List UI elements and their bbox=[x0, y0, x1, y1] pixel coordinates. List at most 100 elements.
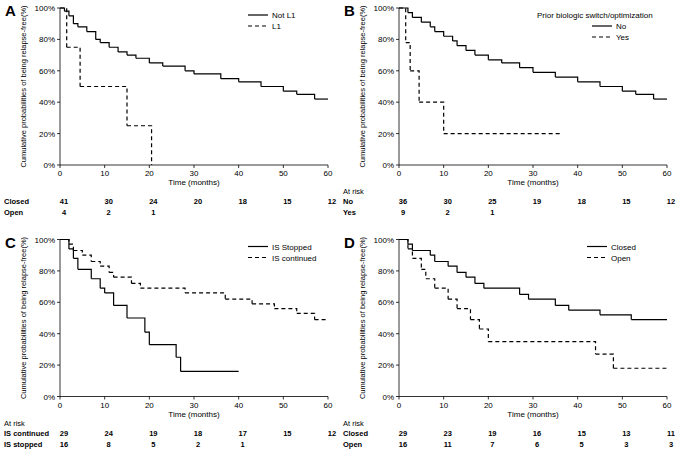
x-axis-label: Time (months) bbox=[168, 178, 220, 187]
at-risk-count: 18 bbox=[577, 197, 585, 206]
y-tick-label: 60% bbox=[378, 67, 394, 76]
y-tick-label: 20% bbox=[378, 361, 394, 370]
survival-step bbox=[105, 293, 114, 306]
y-tick-label: 0% bbox=[382, 393, 394, 402]
at-risk-count: 15 bbox=[622, 197, 630, 206]
survival-step bbox=[457, 272, 466, 277]
survival-step bbox=[194, 74, 221, 79]
x-tick-label: 60 bbox=[663, 401, 672, 410]
survival-step bbox=[181, 371, 239, 372]
survival-step bbox=[100, 288, 104, 293]
x-tick bbox=[194, 397, 195, 400]
x-tick bbox=[399, 397, 400, 400]
x-tick-label: 40 bbox=[234, 169, 243, 178]
x-tick bbox=[533, 397, 534, 400]
survival-step bbox=[457, 46, 466, 51]
survival-step bbox=[412, 258, 421, 269]
at-risk-count: 17 bbox=[238, 429, 246, 438]
survival-step bbox=[475, 283, 484, 288]
legend-label: IS continued bbox=[272, 254, 316, 263]
plot-area bbox=[399, 240, 667, 369]
at-risk-count: 8 bbox=[107, 440, 111, 449]
x-tick bbox=[238, 397, 239, 400]
y-tick-label: 100% bbox=[374, 236, 394, 245]
at-risk-count: 19 bbox=[149, 429, 157, 438]
y-axis-label: Cumulative probabilities of being relaps… bbox=[358, 5, 367, 168]
survival-step bbox=[69, 16, 73, 24]
at-risk-count: 6 bbox=[535, 440, 539, 449]
survival-step bbox=[149, 345, 176, 358]
survival-step bbox=[430, 27, 434, 32]
y-tick-label: 100% bbox=[35, 4, 55, 13]
survival-step bbox=[613, 368, 667, 369]
survival-step bbox=[470, 320, 479, 329]
x-tick bbox=[533, 165, 534, 168]
x-tick-label: 30 bbox=[529, 169, 538, 178]
y-tick bbox=[396, 396, 399, 397]
at-risk-row-label: IS continued bbox=[4, 429, 49, 438]
survival-step bbox=[127, 318, 145, 332]
survival-step bbox=[140, 288, 185, 293]
at-risk-count: 1 bbox=[151, 208, 155, 217]
at-risk-count: 15 bbox=[577, 429, 585, 438]
survival-step bbox=[87, 32, 96, 40]
legend-key bbox=[587, 246, 607, 247]
y-tick bbox=[396, 102, 399, 103]
at-risk-row-label: Closed bbox=[4, 197, 29, 206]
survival-step bbox=[109, 272, 113, 277]
survival-step bbox=[520, 294, 529, 299]
x-tick bbox=[238, 165, 239, 168]
x-tick-label: 40 bbox=[234, 401, 243, 410]
survival-step bbox=[426, 279, 435, 288]
survival-step bbox=[631, 319, 667, 320]
x-tick bbox=[577, 397, 578, 400]
y-tick bbox=[57, 133, 60, 134]
x-tick-label: 50 bbox=[279, 401, 288, 410]
x-tick bbox=[488, 165, 489, 168]
at-risk-count: 2 bbox=[196, 440, 200, 449]
x-tick bbox=[104, 397, 105, 400]
at-risk-count: 2 bbox=[107, 208, 111, 217]
x-tick-label: 10 bbox=[439, 401, 448, 410]
x-tick-label: 30 bbox=[529, 401, 538, 410]
at-risk-count: 15 bbox=[283, 197, 291, 206]
at-risk-count: 12 bbox=[328, 429, 336, 438]
at-risk-count: 19 bbox=[488, 429, 496, 438]
x-tick-label: 50 bbox=[279, 169, 288, 178]
survival-step bbox=[163, 66, 185, 71]
at-risk-count: 41 bbox=[60, 197, 68, 206]
at-risk-count: 25 bbox=[488, 197, 496, 206]
y-tick-label: 0% bbox=[43, 393, 55, 402]
x-tick bbox=[60, 397, 61, 400]
y-tick-label: 60% bbox=[39, 67, 55, 76]
at-risk-count: 1 bbox=[490, 208, 494, 217]
y-tick-label: 40% bbox=[39, 330, 55, 339]
survival-step bbox=[636, 94, 654, 99]
survival-step bbox=[488, 60, 501, 63]
survival-step bbox=[127, 126, 152, 165]
legend-label: Open bbox=[611, 254, 631, 263]
y-tick-label: 20% bbox=[39, 130, 55, 139]
legend-key bbox=[248, 246, 268, 247]
x-tick-label: 0 bbox=[58, 401, 63, 410]
at-risk-title: At risk bbox=[343, 419, 364, 428]
survival-step bbox=[67, 47, 80, 86]
at-risk-count: 29 bbox=[60, 429, 68, 438]
survival-step bbox=[239, 82, 261, 87]
at-risk-count: 20 bbox=[194, 197, 202, 206]
legend-key bbox=[248, 25, 268, 26]
at-risk-count: 11 bbox=[444, 440, 452, 449]
at-risk-row-label: No bbox=[343, 197, 353, 206]
survival-step bbox=[252, 304, 274, 309]
survival-step bbox=[315, 319, 328, 320]
survival-step bbox=[60, 240, 69, 249]
survival-step bbox=[444, 133, 560, 134]
survival-step bbox=[412, 250, 430, 255]
survival-step bbox=[185, 71, 194, 74]
survival-step bbox=[261, 87, 283, 92]
x-tick bbox=[488, 397, 489, 400]
legend: Not L1L1 bbox=[248, 11, 296, 31]
survival-step bbox=[578, 82, 600, 87]
survival-step bbox=[466, 277, 475, 283]
survival-step bbox=[131, 283, 140, 288]
